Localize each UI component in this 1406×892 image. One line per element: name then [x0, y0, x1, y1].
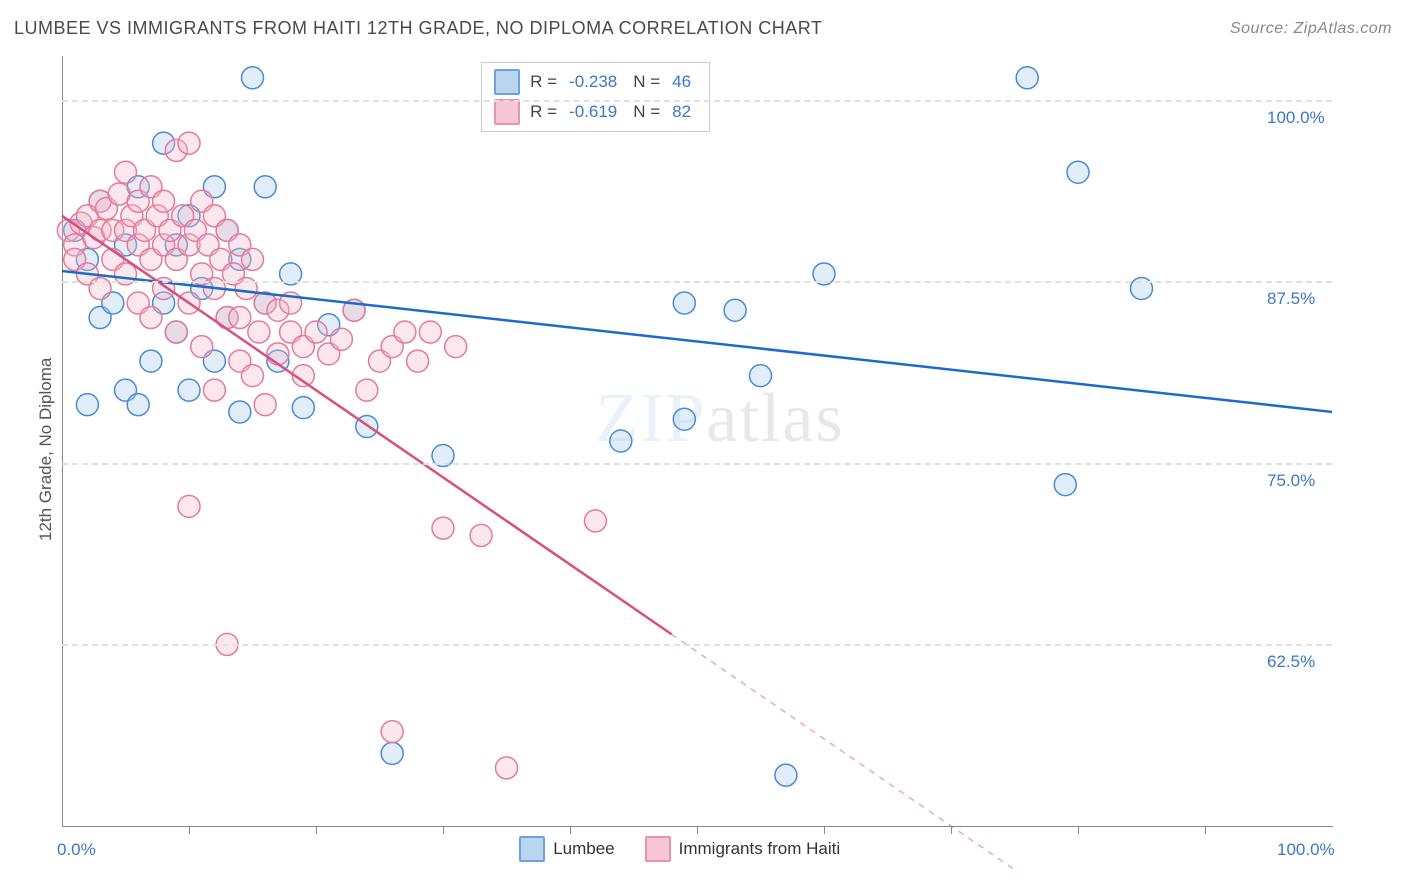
data-point [1054, 474, 1076, 496]
legend-stats-row: R = -0.238 N = 46 [494, 69, 697, 95]
data-point [356, 379, 378, 401]
data-point [254, 394, 276, 416]
data-point [178, 495, 200, 517]
data-point [242, 67, 264, 89]
data-point [229, 307, 251, 329]
legend-series-label: Lumbee [553, 839, 614, 859]
legend-R-value: -0.238 [569, 72, 617, 92]
data-point [203, 379, 225, 401]
gridline-h [62, 463, 1332, 465]
data-point [775, 764, 797, 786]
data-point [394, 321, 416, 343]
data-point [432, 517, 454, 539]
data-point [153, 190, 175, 212]
x-tick [189, 826, 190, 834]
x-tick [443, 826, 444, 834]
gridline-h [62, 281, 1332, 283]
data-point [496, 757, 518, 779]
data-point [165, 321, 187, 343]
data-point [419, 321, 441, 343]
data-point [724, 299, 746, 321]
data-point [140, 350, 162, 372]
data-point [445, 336, 467, 358]
data-point [381, 721, 403, 743]
legend-series: Lumbee Immigrants from Haiti [519, 836, 840, 862]
gridline-h [62, 644, 1332, 646]
data-point [178, 132, 200, 154]
x-max-label: 100.0% [1277, 840, 1335, 860]
data-point [292, 397, 314, 419]
legend-swatch [645, 836, 671, 862]
data-point [1016, 67, 1038, 89]
x-tick [1205, 826, 1206, 834]
trend-line [62, 216, 672, 634]
legend-swatch [494, 69, 520, 95]
data-point [140, 307, 162, 329]
gridline-h [62, 100, 1332, 102]
x-tick [1078, 826, 1079, 834]
data-point [254, 176, 276, 198]
data-point [407, 350, 429, 372]
legend-stats: R = -0.238 N = 46 R = -0.619 N = 82 [481, 62, 710, 132]
legend-R-value: -0.619 [569, 102, 617, 122]
legend-R-label: R = [530, 72, 557, 92]
legend-series-item: Lumbee [519, 836, 614, 862]
legend-series-label: Immigrants from Haiti [679, 839, 841, 859]
legend-N-value: 46 [672, 72, 691, 92]
data-point [178, 379, 200, 401]
data-point [750, 365, 772, 387]
data-point [1067, 161, 1089, 183]
legend-series-item: Immigrants from Haiti [645, 836, 841, 862]
plot-svg [0, 0, 1406, 892]
legend-N-value: 82 [672, 102, 691, 122]
x-tick [824, 826, 825, 834]
legend-N-label: N = [633, 102, 660, 122]
y-tick-label: 87.5% [1267, 289, 1315, 309]
data-point [115, 161, 137, 183]
data-point [381, 742, 403, 764]
data-point [584, 510, 606, 532]
legend-swatch [519, 836, 545, 862]
y-tick-label: 75.0% [1267, 471, 1315, 491]
data-point [267, 343, 289, 365]
data-point [248, 321, 270, 343]
data-point [305, 321, 327, 343]
data-point [330, 328, 352, 350]
data-point [76, 394, 98, 416]
data-point [610, 430, 632, 452]
data-point [673, 408, 695, 430]
data-point [229, 401, 251, 423]
x-tick [951, 826, 952, 834]
trend-line-extrapolated [672, 634, 1015, 869]
x-tick [570, 826, 571, 834]
legend-stats-row: R = -0.619 N = 82 [494, 99, 697, 125]
legend-R-label: R = [530, 102, 557, 122]
y-tick-label: 100.0% [1267, 108, 1325, 128]
legend-N-label: N = [633, 72, 660, 92]
y-tick-label: 62.5% [1267, 652, 1315, 672]
data-point [127, 394, 149, 416]
data-point [470, 524, 492, 546]
data-point [191, 336, 213, 358]
data-point [242, 365, 264, 387]
data-point [673, 292, 695, 314]
x-tick [697, 826, 698, 834]
legend-swatch [494, 99, 520, 125]
x-tick [316, 826, 317, 834]
x-min-label: 0.0% [57, 840, 96, 860]
data-point [242, 248, 264, 270]
